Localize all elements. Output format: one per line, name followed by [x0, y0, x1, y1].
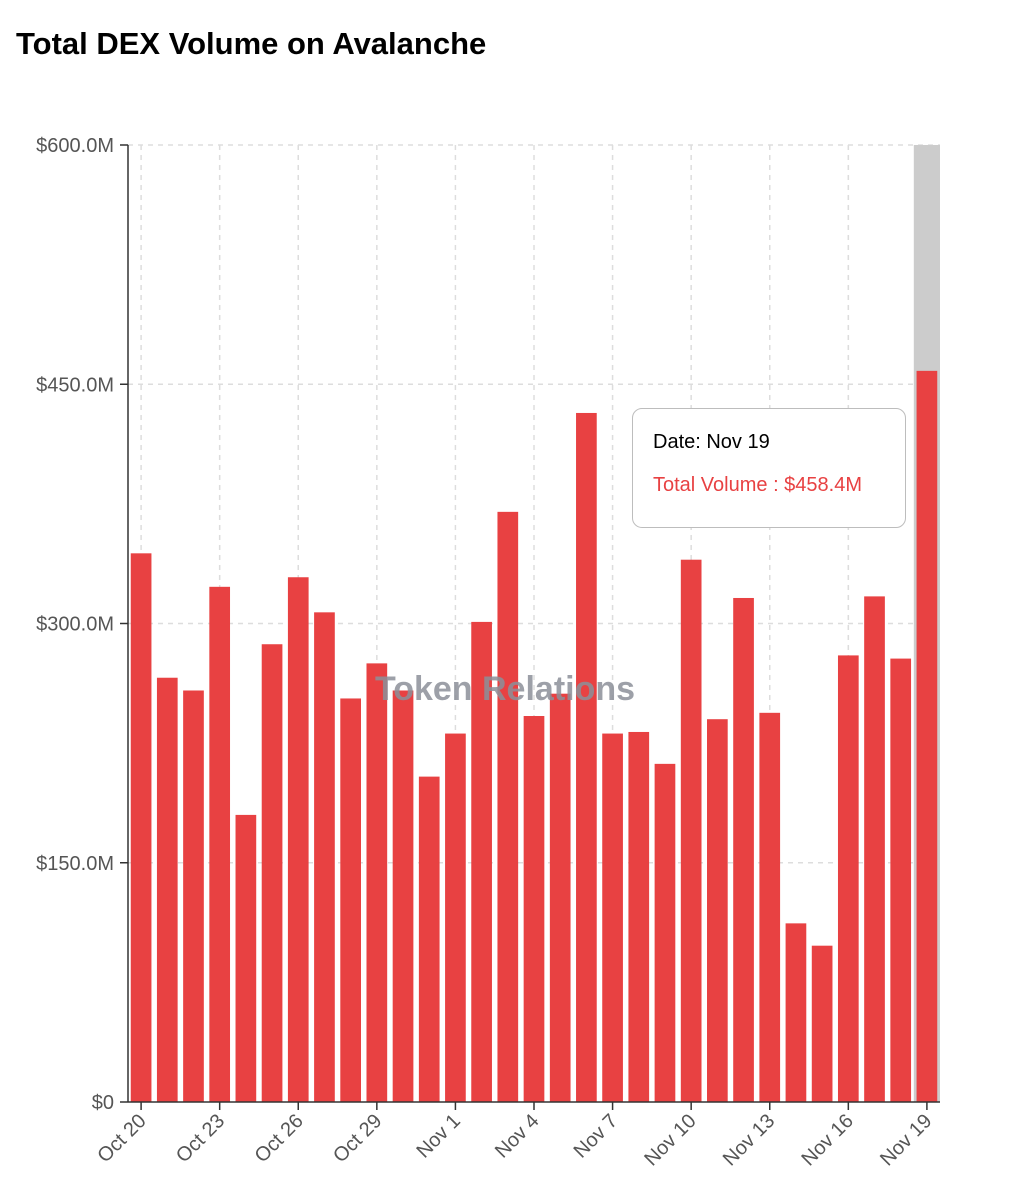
bar[interactable]: [628, 731, 650, 1102]
bar[interactable]: [864, 596, 885, 1102]
bar-series[interactable]: [130, 370, 938, 1103]
y-tick-label: $600.0M: [36, 135, 114, 157]
bar[interactable]: [366, 663, 388, 1102]
tooltip-date: Date: Nov 19: [653, 431, 770, 453]
bar[interactable]: [811, 945, 833, 1102]
x-tick-label: Nov 19: [876, 1110, 936, 1170]
x-tick-label: Nov 13: [719, 1110, 779, 1170]
bar[interactable]: [759, 712, 781, 1102]
x-tick-label: Oct 29: [329, 1110, 386, 1167]
x-tick-label: Nov 16: [797, 1110, 857, 1170]
bar[interactable]: [549, 693, 571, 1102]
bar[interactable]: [183, 690, 204, 1102]
y-tick-label: $300.0M: [36, 614, 114, 636]
bar[interactable]: [340, 698, 361, 1102]
x-tick-label: Oct 20: [93, 1110, 150, 1167]
bar[interactable]: [392, 690, 414, 1102]
bar[interactable]: [680, 559, 702, 1102]
bar[interactable]: [130, 553, 152, 1102]
tooltip: Date: Nov 19 Total Volume : $458.4M: [632, 408, 906, 528]
y-tick-label: $0: [92, 1092, 114, 1114]
bar[interactable]: [785, 923, 807, 1102]
x-tick-label: Oct 26: [251, 1110, 308, 1167]
tooltip-value: Total Volume : $458.4M: [653, 474, 863, 496]
bar[interactable]: [418, 776, 440, 1102]
x-tick-label: Nov 10: [640, 1110, 700, 1170]
bar[interactable]: [733, 597, 754, 1102]
bar[interactable]: [209, 586, 231, 1102]
y-tick-label: $150.0M: [36, 853, 114, 875]
x-tick-label: Oct 23: [172, 1110, 229, 1167]
bar[interactable]: [890, 658, 912, 1102]
bar[interactable]: [707, 719, 728, 1102]
bar[interactable]: [445, 733, 466, 1102]
bar[interactable]: [156, 677, 178, 1102]
bar[interactable]: [287, 577, 309, 1102]
bar[interactable]: [497, 511, 519, 1103]
bar[interactable]: [314, 612, 335, 1102]
bar[interactable]: [837, 655, 859, 1102]
x-axis-ticks: Oct 20 Oct 23 Oct 26 Oct 29 Nov 1 Nov 4 Nov 7 N…: [93, 1102, 936, 1170]
bar[interactable]: [471, 621, 492, 1102]
bar[interactable]: [602, 733, 623, 1102]
x-tick-label: Nov 7: [570, 1110, 623, 1163]
bar[interactable]: [576, 412, 597, 1103]
y-tick-label: $450.0M: [36, 374, 114, 396]
x-tick-label: Nov 4: [491, 1110, 544, 1163]
bar[interactable]: [261, 644, 283, 1102]
watermark-text: Token Relations: [375, 670, 635, 708]
chart-title: Total DEX Volume on Avalanche: [16, 26, 487, 61]
bar[interactable]: [235, 814, 257, 1102]
bar[interactable]: [916, 370, 938, 1102]
bar[interactable]: [654, 763, 676, 1102]
bar[interactable]: [523, 716, 545, 1102]
y-axis-ticks: $0 $150.0M $300.0M $450.0M $600.0M: [36, 135, 128, 1114]
x-tick-label: Nov 1: [412, 1110, 465, 1163]
